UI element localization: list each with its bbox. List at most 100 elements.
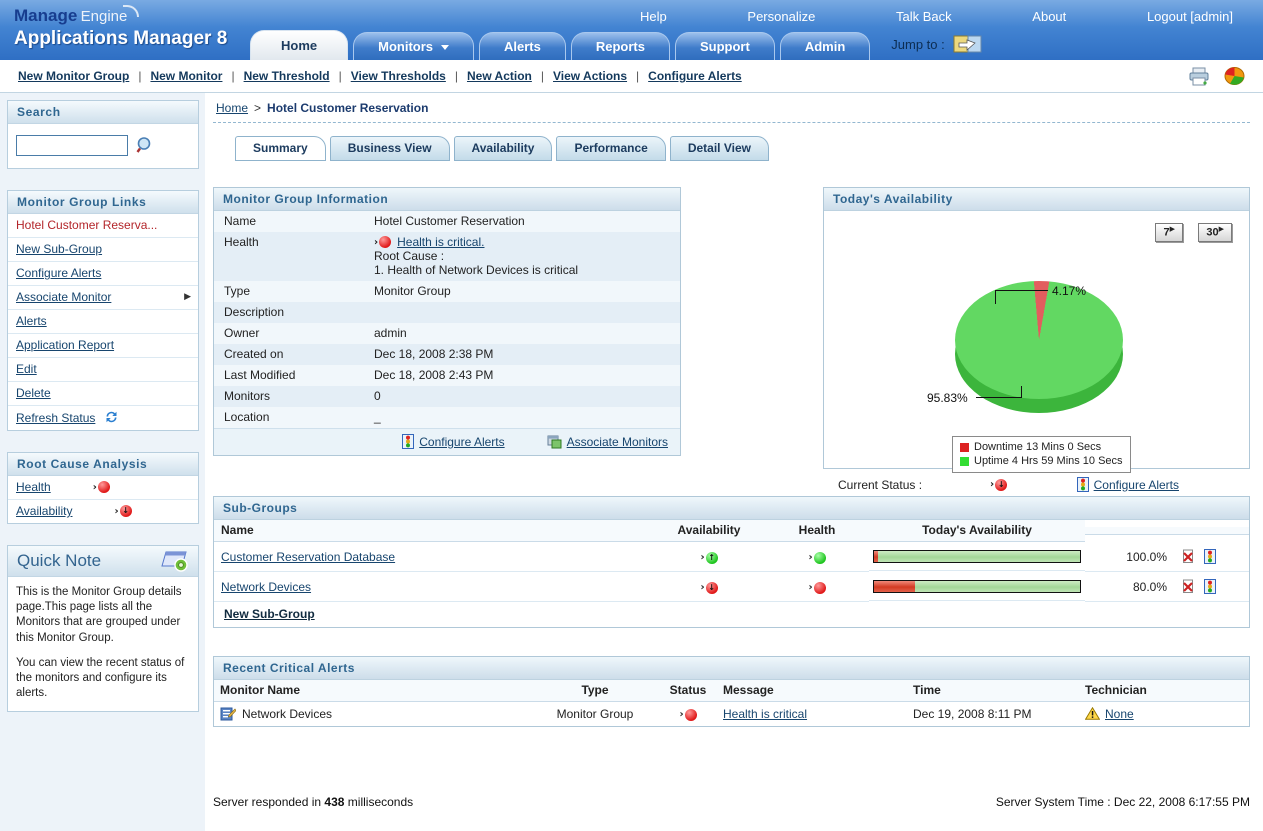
nav-tab-monitors[interactable]: Monitors [353,32,475,60]
configure-alerts-link[interactable]: Configure Alerts [648,69,742,83]
printer-icon[interactable] [1188,67,1210,86]
configure-alerts-action[interactable]: Configure Alerts [402,434,505,449]
refresh-icon[interactable] [104,410,119,424]
info-label-health: Health [214,232,364,281]
server-system-time: Server System Time : Dec 22, 2008 6:17:5… [995,795,1250,809]
col-time: Time [913,680,1085,702]
nav-tab-admin[interactable]: Admin [779,32,871,60]
info-label-description: Description [214,302,364,323]
search-input[interactable] [16,135,128,156]
alert-message-link[interactable]: Health is critical [723,706,808,721]
remove-icon[interactable] [1181,549,1195,564]
pie-leader-line [996,290,1048,291]
sidebar-item-alerts[interactable]: Alerts [8,309,198,333]
availability-pie-chart [955,281,1123,416]
info-value-last-modified: Dec 18, 2008 2:43 PM [364,365,680,386]
alert-type: Monitor Group [556,706,634,721]
todays-availability-panel: Today's Availability 7▶ 30▶ 4.17% 95.83% [823,187,1250,492]
alert-row: Network Devices Monitor Group › Health i… [214,702,1249,726]
root-cause-panel: Root Cause Analysis Health › Availabilit… [7,452,199,524]
sidebar-item-associate-monitor[interactable]: Associate Monitor ▶ [8,285,198,309]
tab-availability[interactable]: Availability [453,136,553,161]
info-value-monitors: 0 [364,386,680,407]
recent-critical-alerts-title: Recent Critical Alerts [214,657,1249,680]
sidebar-item-configure-alerts[interactable]: Configure Alerts [8,261,198,285]
personalize-link[interactable]: Personalize [747,9,816,24]
search-panel: Search [7,100,199,169]
new-monitor-group-link[interactable]: New Monitor Group [18,69,130,83]
divider [213,122,1250,123]
col-type: Type [537,680,653,702]
sidebar: Search Monitor Group Links Hotel Custome… [0,93,205,831]
content-tabs: Summary Business View Availability Perfo… [235,136,1250,161]
tab-business-view[interactable]: Business View [329,136,450,161]
status-critical-icon: › [808,581,826,594]
pie-leader-line [1021,386,1022,397]
sidebar-item-new-sub-group[interactable]: New Sub-Group [8,237,198,261]
new-monitor-link[interactable]: New Monitor [150,69,223,83]
search-title: Search [8,101,198,124]
root-cause-detail: 1. Health of Network Devices is critical [374,263,579,277]
traffic-light-icon[interactable] [1204,549,1216,564]
tab-performance[interactable]: Performance [556,136,666,161]
configure-alerts-action[interactable]: Configure Alerts [1076,477,1179,492]
remove-icon[interactable] [1181,579,1195,594]
new-threshold-link[interactable]: New Threshold [243,69,330,83]
quick-note-title: Quick Note [17,551,102,570]
about-link[interactable]: About [1032,9,1067,24]
root-cause-availability-row[interactable]: Availability › ↓ [8,499,198,523]
submenu-arrow-icon: ▶ [184,291,191,301]
sidebar-item-delete[interactable]: Delete [8,381,198,405]
main-content: Home Hotel Customer Reservation Summary B… [205,93,1263,831]
new-sub-group-link[interactable]: New Sub-Group [224,607,315,621]
sidebar-item-application-report[interactable]: Application Report [8,333,198,357]
new-action-link[interactable]: New Action [466,69,532,83]
pie-chart-icon[interactable] [1224,66,1245,86]
logo-manage: Manage [14,6,78,25]
product-title: Applications Manager 8 [14,27,228,49]
info-value-type: Monitor Group [364,281,680,302]
associate-monitors-action[interactable]: Associate Monitors [547,434,668,449]
col-health: Health [765,520,869,542]
help-link[interactable]: Help [640,9,667,24]
technician-link[interactable]: None [1105,706,1134,721]
quick-note-text-1: This is the Monitor Group details page.T… [16,586,182,644]
pie-label-uptime: 95.83% [927,391,968,405]
associate-monitors-icon [547,435,562,448]
logout-link[interactable]: Logout [admin] [1146,9,1233,24]
monitor-group-info-panel: Monitor Group Information Name Hotel Cus… [213,187,681,456]
info-label-name: Name [214,211,364,232]
sub-group-link[interactable]: Customer Reservation Database [221,549,396,564]
talkback-link[interactable]: Talk Back [896,9,952,24]
info-value-owner: admin [364,323,680,344]
uptime-swatch [960,456,969,466]
sub-group-link[interactable]: Network Devices [221,579,312,594]
tab-detail-view[interactable]: Detail View [669,136,769,161]
nav-tab-reports[interactable]: Reports [570,32,670,60]
sidebar-item-edit[interactable]: Edit [8,357,198,381]
nav-tab-alerts[interactable]: Alerts [479,32,566,60]
info-value-name: Hotel Customer Reservation [364,211,680,232]
breadcrumb-home-link[interactable]: Home [216,101,249,115]
monitor-group-info-title: Monitor Group Information [214,188,680,211]
last-7-days-button[interactable]: 7▶ [1155,223,1183,242]
sidebar-item-refresh-status[interactable]: Refresh Status [8,405,198,430]
availability-percent: 100.0% [1085,543,1181,572]
response-ms: 438 [324,795,345,809]
traffic-light-icon[interactable] [1204,579,1216,594]
last-30-days-button[interactable]: 30▶ [1198,223,1232,242]
view-thresholds-link[interactable]: View Thresholds [350,69,446,83]
status-down-icon: › ↓ [114,505,132,517]
root-cause-health-row[interactable]: Health › [8,476,198,499]
nav-tab-support[interactable]: Support [675,32,775,60]
main-nav: Home Monitors Alerts Reports Support Adm… [250,30,983,60]
view-actions-link[interactable]: View Actions [553,69,628,83]
tab-summary[interactable]: Summary [235,136,326,161]
health-critical-link[interactable]: Health is critical. [397,235,485,249]
quick-note-panel: Quick Note This is the Monitor Group det… [7,545,199,713]
nav-tab-home[interactable]: Home [250,30,349,60]
monitor-group-icon [220,707,236,721]
sub-groups-title: Sub-Groups [214,497,1249,520]
jump-to-icon[interactable] [953,34,983,54]
search-icon[interactable] [136,136,155,155]
